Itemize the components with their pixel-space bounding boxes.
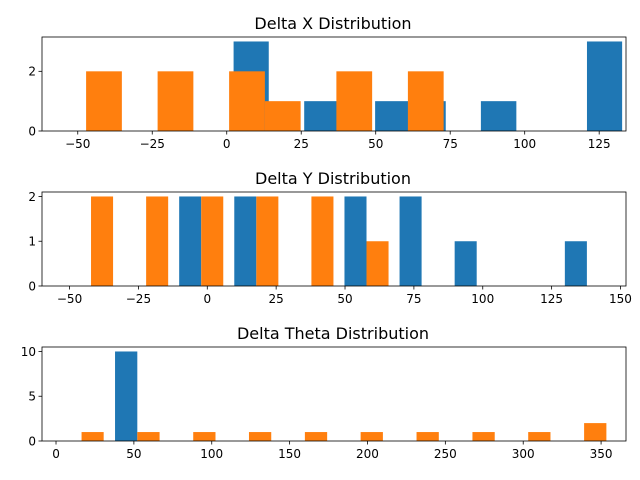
x-tick-label-delta-x: 125 [588, 137, 611, 151]
bar-delta-theta-series2-10 [584, 423, 607, 441]
y-tick-label-delta-y: 0 [28, 279, 36, 293]
y-tick-label-delta-y: 1 [28, 235, 36, 249]
bar-delta-y-series1-5 [454, 241, 477, 286]
bar-delta-y-series2-4 [256, 196, 279, 286]
x-tick-label-delta-theta: 150 [278, 447, 301, 461]
bar-delta-x-series1-3 [375, 101, 411, 131]
y-tick-label-delta-theta: 0 [28, 434, 36, 448]
bar-delta-y-series2-1 [91, 196, 114, 286]
x-tick-label-delta-x: −50 [65, 137, 90, 151]
bar-delta-theta-series2-3 [193, 432, 216, 441]
x-tick-label-delta-theta: 250 [434, 447, 457, 461]
x-tick-label-delta-y: −25 [126, 292, 151, 306]
bar-delta-theta-series2-5 [304, 432, 328, 441]
x-tick-label-delta-theta: 50 [126, 447, 141, 461]
x-tick-label-delta-theta: 100 [200, 447, 223, 461]
y-tick-label-delta-x: 0 [28, 124, 36, 138]
bar-delta-x-series2-3 [229, 71, 265, 131]
bar-delta-x-series2-4 [264, 101, 301, 131]
bar-delta-y-series2-3 [201, 196, 224, 286]
bar-delta-y-series1-6 [564, 241, 587, 286]
x-tick-label-delta-theta: 200 [356, 447, 379, 461]
bar-delta-theta-series2-4 [248, 432, 272, 441]
x-tick-label-delta-y: 150 [609, 292, 632, 306]
x-tick-label-delta-y: 100 [471, 292, 494, 306]
x-tick-label-delta-y: −50 [57, 292, 82, 306]
bar-delta-y-series1-3 [344, 196, 367, 286]
chart-title-delta-theta: Delta Theta Distribution [237, 324, 429, 343]
subplot-delta-x: Delta X Distribution −50 −25 0 25 50 75 100 125… [28, 14, 627, 151]
bar-delta-theta-series2-7 [416, 432, 439, 441]
x-tick-label-delta-x: 75 [443, 137, 458, 151]
bar-delta-x-series2-6 [407, 71, 444, 131]
x-tick-label-delta-x: 100 [513, 137, 536, 151]
axes-frame-delta-y [41, 191, 627, 287]
subplot-delta-y: Delta Y Distribution −50 −25 0 25 50 75 100 125… [28, 169, 632, 306]
x-tick-label-delta-y: 25 [269, 292, 284, 306]
x-tick-label-delta-theta: 350 [590, 447, 613, 461]
x-tick-label-delta-x: 50 [368, 137, 383, 151]
x-tick-label-delta-theta: 0 [52, 447, 60, 461]
bar-delta-theta-series1-1 [115, 351, 138, 441]
bar-delta-y-series1-4 [399, 196, 422, 286]
bar-delta-x-series2-1 [86, 71, 122, 131]
x-tick-label-delta-y: 50 [337, 292, 352, 306]
x-tick-label-delta-y: 125 [540, 292, 563, 306]
bar-delta-y-series2-2 [146, 196, 169, 286]
x-tick-label-delta-theta: 300 [512, 447, 535, 461]
y-tick-label-delta-y: 2 [28, 190, 36, 204]
bar-delta-x-series1-6 [586, 41, 623, 132]
x-tick-label-delta-y: 75 [406, 292, 421, 306]
subplot-delta-theta: Delta Theta Distribution 0 50 100 150 200 250… [21, 324, 627, 461]
axes-frame-delta-theta [41, 346, 627, 442]
axes-frame-delta-x [41, 36, 627, 132]
x-tick-label-delta-x: −25 [140, 137, 165, 151]
chart-title-delta-x: Delta X Distribution [254, 14, 411, 33]
bar-delta-x-series1-5 [480, 101, 517, 131]
bar-delta-y-series2-6 [366, 241, 389, 286]
bar-delta-theta-series2-9 [528, 432, 551, 441]
bar-delta-y-series1-2 [234, 196, 257, 286]
bar-delta-x-series2-2 [157, 71, 194, 131]
bar-delta-y-series1-1 [179, 196, 202, 286]
bar-delta-theta-series2-6 [360, 432, 383, 441]
bar-delta-theta-series2-2 [137, 432, 160, 441]
y-tick-label-delta-theta: 5 [28, 390, 36, 404]
y-tick-label-delta-x: 2 [28, 65, 36, 79]
bar-delta-x-series1-2 [304, 101, 340, 131]
x-tick-label-delta-x: 0 [223, 137, 231, 151]
bar-delta-y-series2-5 [311, 196, 334, 286]
bar-delta-x-series2-5 [336, 71, 373, 131]
x-tick-label-delta-y: 0 [203, 292, 211, 306]
bar-delta-theta-series2-1 [81, 432, 104, 441]
x-tick-label-delta-x: 25 [294, 137, 309, 151]
y-tick-label-delta-theta: 10 [21, 345, 36, 359]
bar-delta-theta-series2-8 [472, 432, 495, 441]
chart-title-delta-y: Delta Y Distribution [255, 169, 411, 188]
